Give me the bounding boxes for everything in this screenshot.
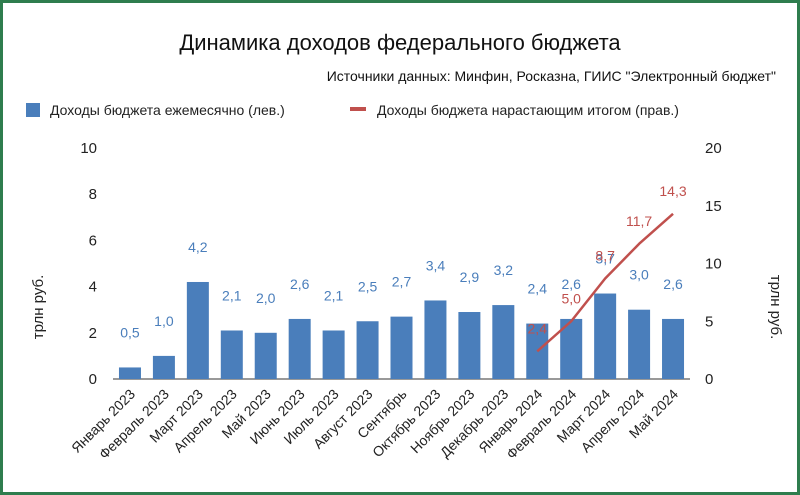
bar-data-label: 2,7 xyxy=(392,274,412,290)
bar xyxy=(390,316,413,379)
y-tick-right: 10 xyxy=(705,256,722,273)
line-data-label: 5,0 xyxy=(561,290,581,306)
bar-data-label: 2,5 xyxy=(358,278,378,294)
legend-swatch-line xyxy=(350,107,366,111)
y-tick-left: 0 xyxy=(89,371,97,388)
y-tick-right: 15 xyxy=(705,198,722,215)
bar-data-label: 2,0 xyxy=(256,290,276,306)
bar xyxy=(424,300,447,379)
bar-data-label: 2,6 xyxy=(663,276,683,292)
bar-data-label: 1,0 xyxy=(154,313,174,329)
bar-data-label: 0,5 xyxy=(120,324,140,340)
bar xyxy=(186,281,209,379)
bar-data-label: 2,6 xyxy=(290,276,310,292)
bar-data-label: 2,6 xyxy=(561,276,581,292)
line-series-cumulative xyxy=(536,212,674,353)
legend-swatch-bars xyxy=(26,103,40,117)
bar xyxy=(492,305,515,379)
bar xyxy=(220,330,243,379)
chart-title: Динамика доходов федерального бюджета xyxy=(179,30,621,55)
bar xyxy=(458,312,481,379)
y-axis-title-left: трлн руб. xyxy=(30,275,47,340)
bar-data-label: 2,1 xyxy=(222,287,242,303)
bar-data-label: 2,9 xyxy=(460,269,480,285)
bar xyxy=(288,318,311,379)
legend-label-bars: Доходы бюджета ежемесячно (лев.) xyxy=(50,102,285,118)
chart-svg: Динамика доходов федерального бюджета Ис… xyxy=(26,30,784,462)
bar-data-label: 3,4 xyxy=(426,257,446,273)
y-tick-left: 2 xyxy=(89,325,97,342)
bar-data-label: 2,1 xyxy=(324,287,344,303)
bar-data-label: 3,7 xyxy=(595,251,615,267)
legend: Доходы бюджета ежемесячно (лев.) Доходы … xyxy=(26,102,679,118)
y-tick-right: 5 xyxy=(705,313,713,330)
y-tick-left: 8 xyxy=(89,186,97,203)
legend-label-line: Доходы бюджета нарастающим итогом (прав.… xyxy=(377,102,679,118)
y-tick-right: 20 xyxy=(705,140,722,157)
y-tick-left: 6 xyxy=(89,232,97,249)
bar xyxy=(322,330,345,379)
bar-data-label: 4,2 xyxy=(188,239,208,255)
y-tick-right: 0 xyxy=(705,371,713,388)
bar xyxy=(254,332,277,379)
bar xyxy=(152,355,175,379)
bar xyxy=(118,367,141,379)
line-data-label: 11,7 xyxy=(626,213,652,229)
bar xyxy=(662,318,685,379)
bar xyxy=(356,321,379,379)
bar xyxy=(628,309,651,379)
y-tick-left: 4 xyxy=(89,279,97,296)
bar-data-label: 3,0 xyxy=(629,267,649,283)
line-data-label: 2,4 xyxy=(528,320,548,336)
line-data-label: 14,3 xyxy=(659,183,686,199)
bar-data-label: 3,2 xyxy=(494,262,514,278)
line-data-label: 8,7 xyxy=(595,248,615,264)
bar-data-label: 2,4 xyxy=(528,281,548,297)
chart-subtitle: Источники данных: Минфин, Росказна, ГИИС… xyxy=(327,68,776,84)
y-axis-title-right: трлн руб. xyxy=(767,275,784,340)
bar xyxy=(560,318,583,379)
y-tick-left: 10 xyxy=(80,140,97,157)
bar xyxy=(594,293,617,379)
